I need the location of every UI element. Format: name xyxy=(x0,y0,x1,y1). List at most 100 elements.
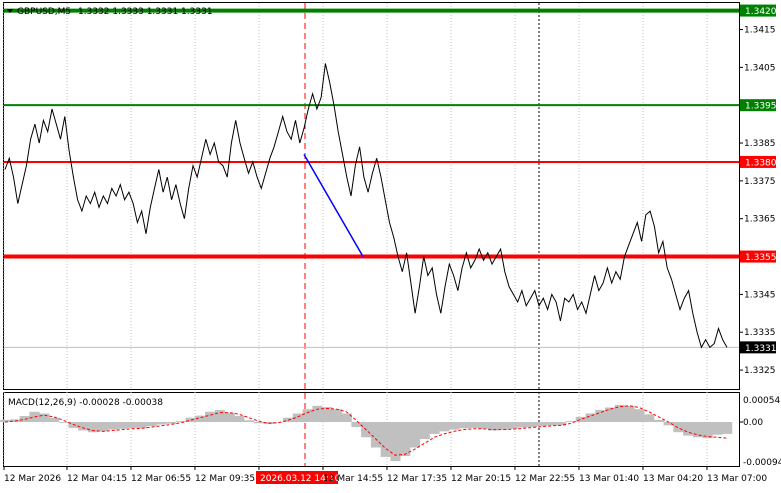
macd-bar xyxy=(195,415,206,422)
current-price-tag xyxy=(740,341,776,354)
level-price-tag xyxy=(740,99,776,112)
grid xyxy=(3,3,708,466)
macd-bar xyxy=(663,421,674,426)
macd-label: MACD(12,26,9) -0.00028 -0.00038 xyxy=(8,398,163,408)
x-tick-label: 13 Mar 01:40 xyxy=(579,474,639,484)
macd-bar xyxy=(448,421,460,430)
axes: 12 Mar 2026 12 Mar 04:15 12 Mar 06:55 12 Ma… xyxy=(3,25,776,484)
y-tick-label: 1.3335 xyxy=(744,328,776,338)
macd-bar xyxy=(624,405,635,422)
macd-bar xyxy=(292,413,303,422)
macd-bar xyxy=(458,421,469,429)
macd-bar xyxy=(487,421,499,431)
macd-bar xyxy=(439,421,450,432)
macd-bar xyxy=(322,407,333,422)
macd-bar xyxy=(370,421,382,448)
macd-bar xyxy=(605,407,616,422)
macd-bar xyxy=(253,421,264,424)
macd-bar xyxy=(224,412,235,422)
x-tick-label: 12 Mar 06:55 xyxy=(131,474,191,484)
y-tick-label: 1.3415 xyxy=(744,25,776,35)
macd-bar xyxy=(595,410,606,422)
x-tick-label: 12 Mar 04:15 xyxy=(67,474,127,484)
macd-bar xyxy=(58,421,69,423)
macd-bar xyxy=(517,421,528,428)
macd-bar xyxy=(341,413,352,422)
macd-bar xyxy=(107,421,118,430)
y-tick-label: 1.3345 xyxy=(744,290,776,300)
price-line xyxy=(4,63,728,349)
macd-bar xyxy=(409,421,421,448)
symbol-label: GBPUSD,M5 xyxy=(17,7,71,17)
macd-axis-top: 0.00054 xyxy=(743,396,780,406)
macd-bar xyxy=(419,421,430,440)
macd-bar xyxy=(234,416,245,422)
y-tick-label: 1.3385 xyxy=(744,139,776,149)
macd-bar xyxy=(526,421,538,428)
macd-bar xyxy=(644,414,655,422)
y-tick-label: 1.3375 xyxy=(744,177,776,187)
macd-bar xyxy=(507,421,518,429)
x-tick-label: 12 Mar 17:35 xyxy=(387,474,447,484)
level-price-label: 1.3420 xyxy=(745,7,777,17)
chart-header: GBPUSD,M5 1.3332 1.3333 1.3331 1.3331 xyxy=(7,7,213,17)
macd-bar xyxy=(722,421,733,434)
price-series: 1.3331 xyxy=(4,63,777,354)
x-tick-label: 12 Mar 22:55 xyxy=(515,474,575,484)
macd-bar xyxy=(87,421,99,433)
x-tick-label: 12 Mar 20:15 xyxy=(451,474,511,484)
x-tick-label: 12 Mar 14:55 xyxy=(323,474,383,484)
x-tick-label: 12 Mar 2026 xyxy=(4,474,61,484)
macd-bar xyxy=(312,405,323,422)
level-price-tag xyxy=(740,250,776,263)
level-price-label: 1.3380 xyxy=(745,158,777,168)
macd-bar xyxy=(29,411,40,422)
macd-bar xyxy=(468,421,479,428)
macd-bar xyxy=(566,421,577,422)
macd-bar xyxy=(97,421,108,432)
macd-bar xyxy=(244,420,255,422)
macd-bar xyxy=(136,421,147,429)
macd-bar xyxy=(205,411,216,422)
y-tick-label: 1.3325 xyxy=(744,366,776,376)
macd-bar xyxy=(39,413,50,422)
macd-bar xyxy=(692,421,704,438)
macd-bar xyxy=(556,421,567,426)
macd-bar xyxy=(117,421,128,429)
x-tick-label-marker: 2026.03.12 14:10 xyxy=(260,474,341,484)
y-tick-label: 1.3365 xyxy=(744,215,776,225)
macd-bar xyxy=(585,413,596,422)
macd-bar xyxy=(575,416,586,422)
macd-plot-frame xyxy=(3,392,740,467)
macd-bar xyxy=(683,421,694,436)
macd-bar xyxy=(653,419,664,422)
x-tick-label: 13 Mar 07:00 xyxy=(707,474,767,484)
macd-bar xyxy=(331,409,343,422)
macd-bar xyxy=(712,421,723,435)
current-price-label: 1.3331 xyxy=(745,344,777,354)
macd-bar xyxy=(497,421,508,430)
macd-bar xyxy=(126,421,138,428)
macd-bar xyxy=(165,421,177,424)
macd-bar xyxy=(614,404,625,422)
macd-bar xyxy=(302,409,313,422)
macd-bar xyxy=(0,419,11,422)
trend-arrow xyxy=(303,153,364,257)
level-price-label: 1.3355 xyxy=(745,253,777,263)
ohlc-label: 1.3332 1.3333 1.3331 1.3331 xyxy=(78,7,213,17)
x-tick-label: 12 Mar 09:35 xyxy=(195,474,255,484)
level-price-tag xyxy=(740,155,776,168)
macd-bar xyxy=(400,421,411,457)
time-marker-tag xyxy=(256,471,338,484)
macd-bar xyxy=(536,421,547,427)
macd-axis-bottom: -0.00094 xyxy=(743,458,781,468)
level-price-tag xyxy=(740,4,776,17)
dropdown-triangle-icon[interactable] xyxy=(7,9,13,13)
macd-indicator xyxy=(0,404,743,462)
x-tick-label: 13 Mar 04:20 xyxy=(643,474,703,484)
price-levels: 1.3420 1.3395 1.3380 1.3355 xyxy=(4,4,777,348)
macd-axis-zero: 0.00 xyxy=(743,418,763,428)
macd-bar xyxy=(214,410,225,422)
